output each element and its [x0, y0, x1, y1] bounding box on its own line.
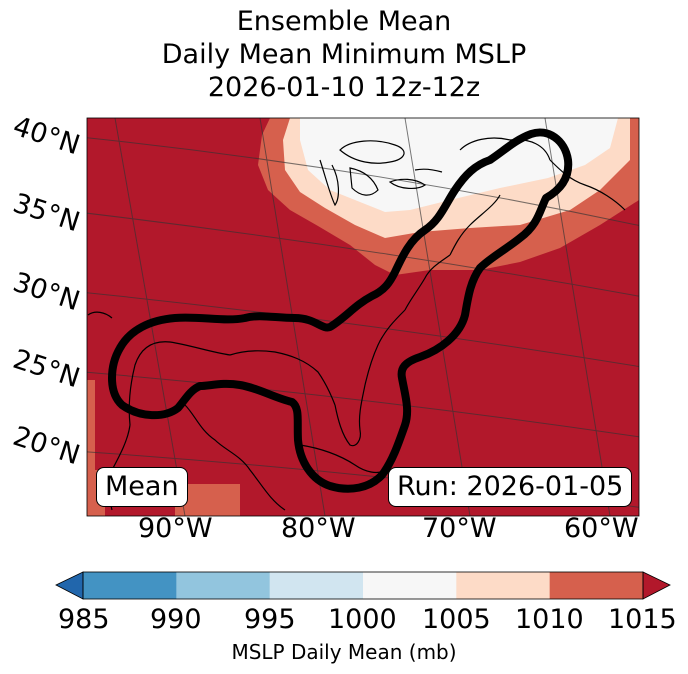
colorbar-tick-1000: 1000 — [328, 604, 397, 635]
lon-label-90w: 90°W — [138, 513, 213, 544]
colorbar-title: MSLP Daily Mean (mb) — [231, 640, 457, 664]
colorbar-bin-995-1000 — [269, 572, 364, 599]
colorbar-bin-985-990 — [83, 572, 177, 599]
colorbar-tick-1005: 1005 — [422, 604, 491, 635]
lon-label-70w: 70°W — [422, 513, 497, 544]
colorbar-tick-985: 985 — [58, 604, 110, 635]
colorbar-bin-1010-1015 — [549, 572, 644, 599]
title-line-2: Daily Mean Minimum MSLP — [161, 39, 527, 70]
colorbar — [55, 571, 671, 600]
run-label-box: Run: 2026-01-05 — [388, 467, 633, 507]
lon-label-60w: 60°W — [564, 513, 639, 544]
map-plot — [86, 117, 640, 517]
colorbar-frame — [82, 571, 644, 600]
pressure-field-1010-s — [175, 484, 240, 516]
colorbar-min-extension — [55, 571, 84, 600]
colorbar-tick-1015: 1015 — [608, 604, 677, 635]
map-frame — [86, 117, 640, 517]
mode-label-box: Mean — [96, 467, 188, 507]
colorbar-bin-1000-1005 — [363, 572, 457, 599]
ensemble-mean-contour — [108, 128, 573, 493]
colorbar-tick-995: 995 — [244, 604, 296, 635]
title-line-1: Ensemble Mean — [236, 6, 452, 37]
colorbar-bin-990-995 — [176, 572, 271, 599]
map-field — [87, 118, 639, 516]
lon-label-80w: 80°W — [281, 513, 356, 544]
colorbar-tick-990: 990 — [150, 604, 202, 635]
colorbar-tick-1010: 1010 — [515, 604, 584, 635]
title-line-3: 2026-01-10 12z-12z — [207, 72, 481, 103]
colorbar-bin-1005-1010 — [456, 572, 551, 599]
colorbar-max-extension — [642, 571, 671, 600]
